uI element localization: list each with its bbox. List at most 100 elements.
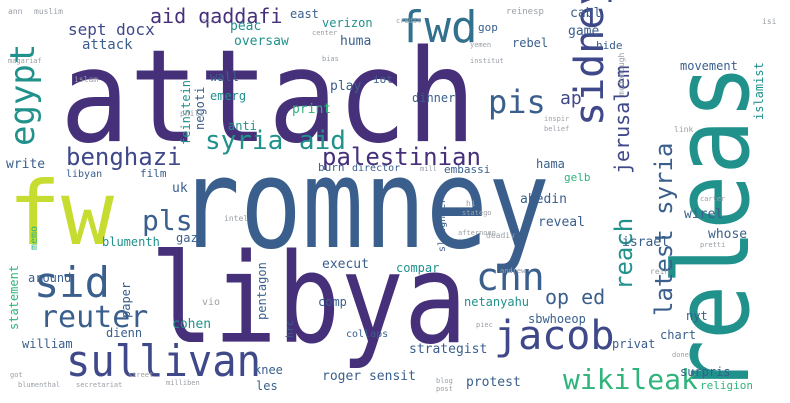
word-huma: huma [340, 34, 372, 49]
word-burn: burn [318, 161, 345, 174]
word-les: les [256, 379, 278, 393]
word-mcdonough: mcdonough [617, 52, 626, 96]
word-op-ed: op ed [545, 285, 606, 309]
word-wirel: wirel [684, 207, 724, 222]
word-romney: romney [178, 133, 550, 277]
word-andrew: andrew [500, 267, 526, 275]
word-rebel: rebel [512, 36, 549, 50]
word-islam: islam [74, 75, 99, 84]
word-pls: pls [142, 204, 193, 237]
word-dienn: dienn [106, 326, 143, 340]
word-nyt: nyt [686, 309, 708, 323]
word-oversaw: oversaw [234, 34, 289, 49]
word-iot: iot [373, 73, 393, 86]
word-director: director [352, 163, 401, 174]
word-uk: uk [172, 181, 188, 196]
word-post: post [436, 385, 453, 393]
word-hrc: hrc [285, 319, 296, 338]
word-gelb: gelb [564, 171, 591, 184]
word-cabl: cabl [570, 6, 602, 21]
word-libyan: libyan [66, 169, 103, 180]
word-syria-aid: syria aid [205, 126, 346, 156]
word-afternoon: afternoon [458, 229, 496, 237]
word-wikileak: wikileak [563, 363, 698, 396]
word-dinner: dinner [412, 91, 456, 105]
word-isi: isi [762, 17, 777, 26]
word-vio: vio [202, 297, 221, 308]
word-attach: attach [60, 23, 477, 172]
word-fwd: fwd [398, 2, 478, 53]
word-paper: paper [119, 281, 133, 318]
word-latest-syria: latest syria [650, 142, 678, 316]
word-inspir: inspir [544, 115, 570, 123]
word-hi: hi [466, 199, 476, 208]
word-peac: peac [230, 19, 262, 34]
word-mill: mill [420, 165, 437, 173]
word-israel: israel [622, 235, 669, 250]
word-compar: compar [396, 261, 440, 275]
word-around: around [28, 271, 72, 285]
word-hide: hide [596, 39, 623, 52]
word-surpris: surpris [680, 365, 731, 379]
word-statego: statego [462, 209, 492, 217]
word-center: center [312, 29, 338, 37]
word-movement: movement [680, 59, 738, 73]
word-pis: pis [488, 83, 546, 121]
word-hama: hama [536, 157, 565, 171]
word-attack: attack [82, 37, 133, 53]
word-game: game [568, 24, 600, 39]
word-belief: belief [544, 125, 570, 133]
word-statement: statement [7, 264, 21, 330]
word-secretariat: secretariat [76, 381, 123, 389]
word-roger-sensit: roger sensit [322, 369, 416, 384]
word-credit: credit [396, 17, 422, 25]
word-abedin: abedin [520, 192, 567, 207]
word-print: print [292, 102, 332, 117]
word-religion: religion [700, 379, 753, 392]
word-memo: memo [29, 225, 40, 250]
word-strategist: strategist [409, 342, 488, 357]
word-verizon: verizon [322, 16, 373, 30]
word-pretti: pretti [700, 241, 726, 249]
word-islamist: islamist [752, 62, 766, 120]
word-benghazi: benghazi [66, 143, 182, 171]
word-emerg: emerg [210, 89, 247, 103]
word-reach: reach [610, 217, 638, 290]
word-link: link [674, 125, 694, 134]
word-magariaf: magariaf [8, 57, 42, 65]
word-done: done [672, 351, 689, 359]
word-slaughter: slaughter [437, 197, 448, 252]
word-privat: privat [612, 337, 656, 351]
word-rein: rein [650, 267, 670, 276]
word-pentagon: pentagon [255, 262, 269, 320]
word-got: got [10, 371, 23, 379]
word-sullivan: sullivan [66, 336, 261, 387]
word-piec: piec [476, 321, 493, 329]
word-anti: anti [228, 119, 257, 133]
word-wall: wall [210, 70, 239, 84]
word-cnn: cnn [476, 255, 545, 299]
word-ann: ann [8, 7, 23, 16]
word-gop: gop [478, 21, 498, 34]
word-institut: institut [470, 57, 504, 65]
word-netanyahu: netanyahu [464, 295, 530, 309]
word-aid-qaddafi: aid qaddafi [150, 4, 283, 28]
word-intel: intel [224, 214, 249, 223]
word-bias: bias [322, 55, 339, 63]
word-protest: protest [466, 375, 521, 390]
word-deadiv: deadiv [486, 231, 515, 240]
word-carter: carter [700, 195, 726, 203]
word-east: east [290, 7, 319, 21]
word-ap: ap [560, 88, 582, 109]
word-comp: comp [318, 295, 347, 309]
word-collaps: collaps [346, 329, 389, 340]
word-nic: nic [202, 17, 215, 25]
word-execut: execut [322, 257, 369, 272]
word-fw: fw [8, 162, 114, 265]
word-palestinian: palestinian [322, 143, 481, 171]
word-whose: whose [708, 227, 748, 242]
word-film: film [140, 167, 167, 180]
word-libya: libya [150, 228, 468, 372]
word-muslim: muslim [34, 7, 63, 16]
word-embassi: embassi [444, 163, 491, 176]
